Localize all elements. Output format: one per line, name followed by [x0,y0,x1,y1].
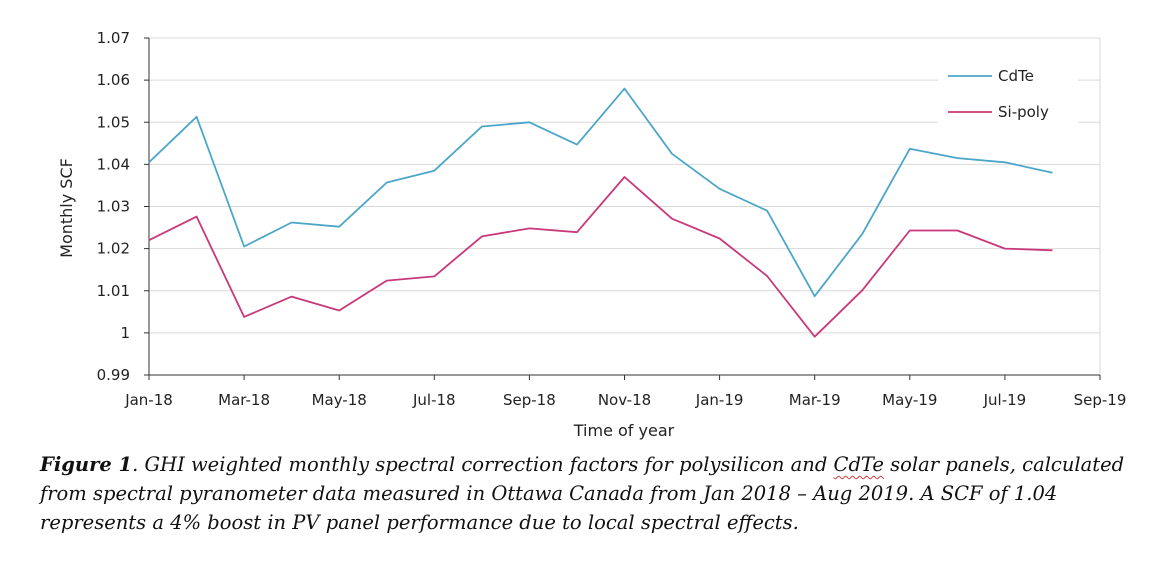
y-tick-label: 1.04 [97,155,130,173]
figure-caption: Figure 1. GHI weighted monthly spectral … [40,450,1155,537]
y-tick-label: 1.01 [97,282,130,300]
x-tick-label: May-19 [882,391,937,409]
x-tick-label: Mar-18 [218,391,270,409]
x-tick-label: Sep-18 [503,391,556,409]
x-tick-label: Jan-18 [124,391,173,409]
y-tick-label: 1.06 [97,71,130,89]
y-tick-label: 1.03 [97,198,130,216]
x-tick-label: Jul-18 [412,391,456,409]
legend: CdTe Si-poly [938,58,1078,130]
x-tick-label: Sep-19 [1074,391,1127,409]
legend-box [938,58,1078,130]
y-tick-label: 1.05 [97,113,130,131]
y-tick-label: 0.99 [97,366,130,384]
caption-cdte-word: CdTe [833,453,884,476]
series-line-cdte [148,87,1053,298]
caption-text-1: . GHI weighted monthly spectral correcti… [132,453,834,476]
line-chart: 0.99 1 1.01 1.02 1.03 1.04 1.05 1.06 1.07 Jan-18… [57,29,1126,440]
y-tick-labels: 0.99 1 1.01 1.02 1.03 1.04 1.05 1.06 1.07 [97,29,130,384]
x-tick-label: Jan-19 [695,391,744,409]
legend-label-si-poly: Si-poly [998,103,1049,121]
figure-label: Figure 1 [40,453,133,476]
series-lines [148,87,1053,338]
caption-text-2: solar panels, calculated from spectral p… [40,453,1125,534]
x-axis-title: Time of year [573,421,675,440]
axes [144,37,1101,380]
gridlines [149,37,1101,375]
series-line-si-poly [148,176,1053,338]
x-tick-label: Mar-19 [789,391,841,409]
legend-label-cdte: CdTe [998,67,1034,85]
x-tick-label: Jul-19 [983,391,1027,409]
y-tick-label: 1 [120,324,130,342]
x-tick-label: May-18 [312,391,367,409]
y-tick-label: 1.02 [97,240,130,258]
y-tick-label: 1.07 [97,29,130,47]
x-tick-labels: Jan-18 Mar-18 May-18 Jul-18 Sep-18 Nov-18 Jan-… [124,391,1126,409]
y-axis-title: Monthly SCF [57,158,76,258]
x-tick-label: Nov-18 [598,391,651,409]
